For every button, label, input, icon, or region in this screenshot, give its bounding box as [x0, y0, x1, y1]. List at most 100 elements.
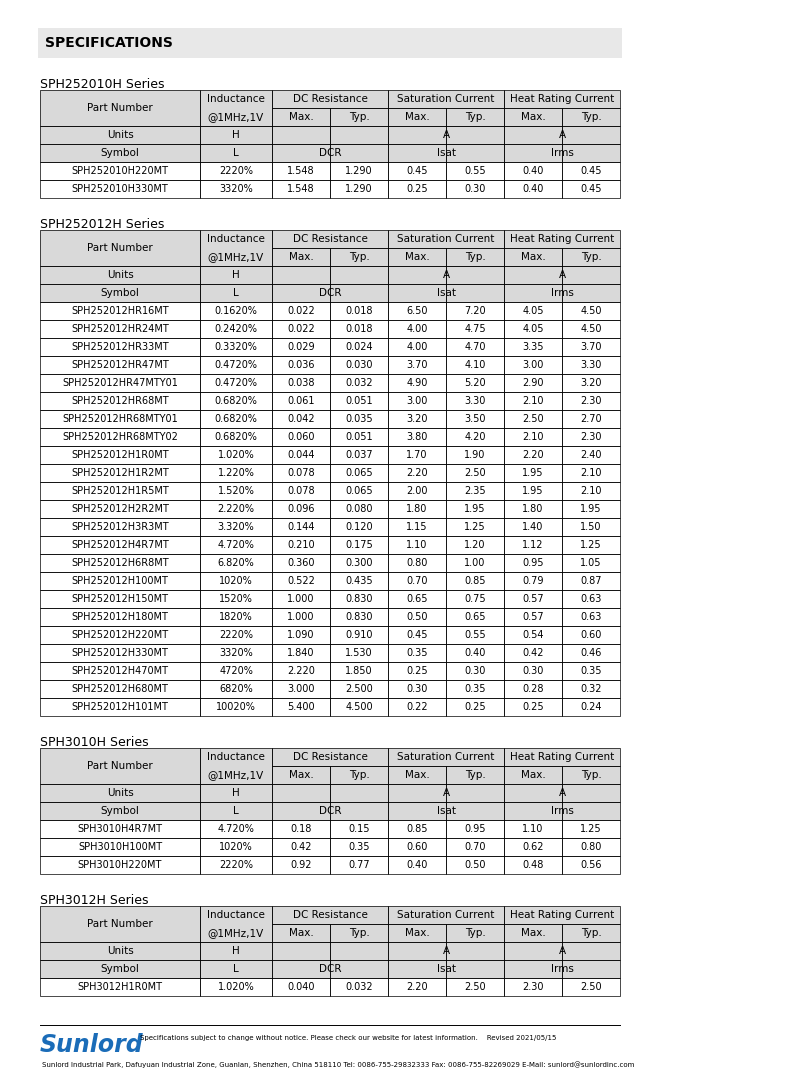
Text: 0.60: 0.60: [580, 630, 602, 640]
Bar: [562, 626, 620, 644]
Bar: [504, 554, 562, 572]
Bar: [562, 428, 620, 446]
Bar: [200, 428, 272, 446]
Bar: [200, 356, 272, 374]
Bar: [504, 784, 562, 802]
Text: H: H: [232, 946, 240, 956]
Text: 4.50: 4.50: [580, 306, 602, 316]
Text: 0.029: 0.029: [287, 342, 314, 352]
Text: 0.018: 0.018: [345, 324, 372, 334]
Bar: [40, 609, 200, 626]
Text: 2.30: 2.30: [580, 396, 602, 406]
Bar: [446, 820, 504, 838]
Bar: [40, 320, 200, 338]
Text: 1820%: 1820%: [219, 612, 252, 623]
Bar: [40, 749, 200, 784]
Text: 4.720%: 4.720%: [218, 540, 254, 550]
Bar: [388, 680, 446, 698]
Text: Max.: Max.: [521, 928, 545, 938]
Text: 0.46: 0.46: [580, 648, 602, 658]
Bar: [40, 609, 200, 626]
Text: 1.95: 1.95: [522, 468, 544, 478]
Bar: [388, 108, 446, 126]
Text: Max.: Max.: [289, 112, 314, 122]
Bar: [504, 284, 562, 302]
Text: A: A: [558, 946, 565, 956]
Text: 4.05: 4.05: [522, 306, 544, 316]
Bar: [330, 180, 388, 198]
Bar: [330, 856, 388, 875]
Bar: [388, 90, 504, 108]
Text: 6.820%: 6.820%: [218, 558, 254, 568]
Bar: [40, 536, 200, 554]
Bar: [504, 500, 562, 518]
Bar: [504, 180, 562, 198]
Text: 1.15: 1.15: [407, 522, 428, 532]
Bar: [388, 482, 446, 500]
Bar: [562, 856, 620, 875]
Text: Symbol: Symbol: [101, 288, 140, 298]
Text: 2220%: 2220%: [219, 630, 253, 640]
Bar: [446, 766, 504, 784]
Bar: [446, 942, 504, 960]
Bar: [388, 248, 446, 266]
Bar: [562, 162, 620, 180]
Text: Irms: Irms: [550, 806, 573, 816]
Bar: [330, 518, 388, 536]
Bar: [200, 749, 272, 784]
Text: 0.080: 0.080: [345, 504, 372, 514]
Bar: [330, 500, 388, 518]
Bar: [200, 960, 272, 978]
Bar: [504, 802, 562, 820]
Bar: [272, 680, 330, 698]
Bar: [446, 144, 504, 162]
Bar: [562, 820, 620, 838]
Bar: [330, 820, 388, 838]
Bar: [330, 518, 388, 536]
Bar: [200, 338, 272, 356]
Bar: [330, 609, 388, 626]
Bar: [200, 856, 272, 875]
Bar: [272, 906, 388, 924]
Bar: [562, 978, 620, 996]
Bar: [388, 144, 504, 162]
Bar: [40, 392, 200, 410]
Text: SPH252012H Series: SPH252012H Series: [40, 218, 164, 230]
Bar: [40, 554, 200, 572]
Bar: [272, 609, 330, 626]
Bar: [388, 978, 446, 996]
Bar: [330, 320, 388, 338]
Text: 0.037: 0.037: [345, 450, 373, 460]
Bar: [562, 500, 620, 518]
Bar: [562, 590, 620, 609]
Bar: [504, 838, 562, 856]
Bar: [562, 536, 620, 554]
Bar: [504, 108, 562, 126]
Bar: [504, 749, 620, 766]
Text: Isat: Isat: [437, 964, 456, 974]
Bar: [40, 698, 200, 716]
Text: 0.3320%: 0.3320%: [214, 342, 257, 352]
Bar: [330, 392, 388, 410]
Bar: [388, 338, 446, 356]
Bar: [330, 924, 388, 942]
Bar: [388, 126, 504, 144]
Bar: [40, 230, 200, 266]
Bar: [40, 162, 200, 180]
Text: Inductance: Inductance: [207, 234, 265, 244]
Bar: [504, 609, 562, 626]
Bar: [200, 144, 272, 162]
Bar: [200, 680, 272, 698]
Bar: [388, 609, 446, 626]
Bar: [200, 500, 272, 518]
Text: 2.00: 2.00: [407, 486, 428, 496]
Bar: [388, 698, 446, 716]
Bar: [40, 428, 200, 446]
Bar: [562, 446, 620, 464]
Bar: [562, 518, 620, 536]
Bar: [562, 960, 620, 978]
Text: 2.50: 2.50: [580, 982, 602, 992]
Bar: [330, 784, 388, 802]
Text: Sunlord Industrial Park, Dafuyuan Industrial Zone, Guanlan, Shenzhen, China 5181: Sunlord Industrial Park, Dafuyuan Indust…: [42, 1061, 634, 1067]
Bar: [504, 500, 562, 518]
